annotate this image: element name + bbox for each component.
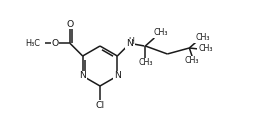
Text: H₃C: H₃C (25, 39, 40, 48)
Text: CH₃: CH₃ (184, 56, 199, 65)
Text: Cl: Cl (95, 100, 104, 109)
Text: CH₃: CH₃ (195, 34, 210, 43)
Text: O: O (51, 39, 59, 48)
Text: N: N (126, 39, 133, 48)
Text: N: N (79, 71, 86, 80)
Text: N: N (114, 71, 121, 80)
Text: CH₃: CH₃ (153, 28, 168, 38)
Text: O: O (66, 20, 74, 29)
Text: CH₃: CH₃ (138, 59, 153, 67)
Text: H: H (129, 38, 134, 47)
Text: CH₃: CH₃ (198, 44, 212, 54)
